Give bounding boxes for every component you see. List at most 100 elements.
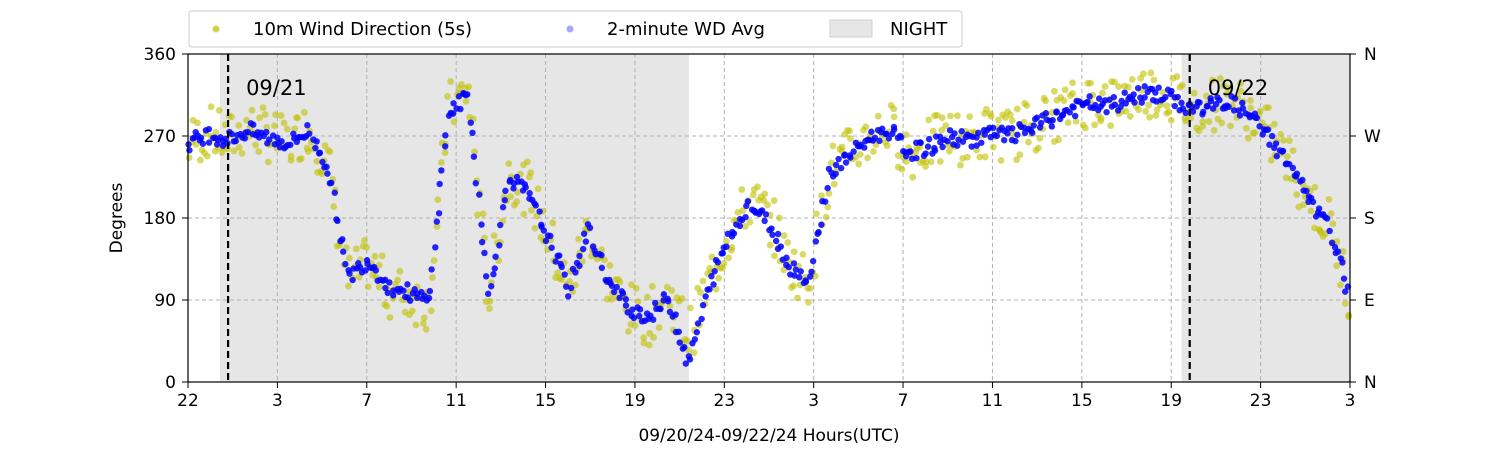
y2-axis: N E S W N [1350,45,1381,393]
wind-direction-5s-point [741,222,749,230]
wind-direction-2min-avg-point [467,119,474,126]
wind-direction-5s-point [864,154,872,162]
wind-direction-5s-point [1115,83,1122,91]
wind-direction-5s-point [1101,83,1109,90]
wind-direction-2min-avg-point [472,180,479,187]
wind-direction-5s-point [352,245,360,253]
wind-direction-2min-avg-point [769,231,776,239]
wind-direction-2min-avg-point [442,143,449,150]
wind-direction-2min-avg-point [691,336,699,343]
wind-direction-2min-avg-point [1239,105,1247,112]
day-marker-label: 09/22 [1208,76,1269,100]
wind-direction-2min-avg-point [455,93,463,100]
wind-direction-2min-avg-point [1323,215,1331,222]
wind-direction-2min-avg-point [1315,205,1323,212]
wind-direction-2min-avg-point [672,311,679,318]
wind-direction-5s-point [203,152,211,160]
wind-direction-2min-avg-point [664,298,672,305]
wind-direction-2min-avg-point [1066,109,1073,116]
y2-tick-label: S [1364,209,1375,229]
wind-direction-2min-avg-point [890,126,898,133]
wind-direction-5s-point [474,211,481,219]
wind-direction-5s-point [650,334,658,341]
wind-direction-5s-point [976,153,984,161]
wind-direction-5s-point [846,135,854,142]
wind-direction-5s-point [221,121,229,129]
wind-direction-2min-avg-point [1009,125,1016,132]
wind-direction-5s-point [776,214,783,222]
wind-direction-5s-point [739,207,747,215]
wind-direction-2min-avg-point [400,287,407,294]
wind-direction-5s-point [1210,126,1218,134]
wind-direction-5s-point [1146,113,1154,121]
wind-direction-2min-avg-point [1334,248,1342,255]
wind-direction-5s-point [625,328,632,335]
x-tick-label: 19 [624,391,646,411]
wind-direction-2min-avg-point [526,190,533,197]
wind-direction-5s-point [902,131,910,139]
wind-direction-2min-avg-point [939,143,946,151]
wind-direction-5s-point [890,105,898,113]
wind-direction-5s-point [668,287,676,294]
wind-direction-5s-point [434,196,442,204]
wind-direction-5s-point [813,210,820,218]
wind-direction-5s-point [430,257,438,264]
wind-direction-5s-point [690,349,698,357]
wind-direction-2min-avg-point [449,110,457,117]
wind-direction-2min-avg-point [681,343,688,351]
wind-direction-2min-avg-point [491,265,498,272]
wind-direction-2min-avg-point [783,254,790,261]
wind-direction-5s-point [643,293,651,301]
wind-direction-5s-point [799,250,807,258]
wind-direction-2min-avg-point [1141,83,1148,90]
wind-direction-5s-point [749,191,757,199]
wind-direction-5s-point [829,142,837,150]
wind-direction-2min-avg-point [241,135,249,142]
wind-direction-2min-avg-point [1138,99,1145,106]
wind-direction-5s-point [345,254,353,262]
wind-direction-2min-avg-point [228,130,236,138]
wind-direction-2min-avg-point [244,128,252,136]
wind-direction-2min-avg-point [837,164,845,172]
wind-direction-5s-point [746,218,754,226]
wind-direction-2min-avg-point [313,138,320,145]
wind-direction-5s-point [720,260,728,267]
wind-direction-5s-point [207,103,215,111]
wind-direction-5s-point [1195,127,1203,135]
wind-direction-2min-avg-point [562,283,570,290]
wind-direction-2min-avg-point [682,360,690,367]
wind-direction-2min-avg-point [1084,98,1091,106]
wind-direction-5s-point [1055,136,1062,144]
wind-direction-5s-point [378,252,386,260]
wind-direction-5s-point [238,149,246,157]
wind-direction-5s-point [764,201,771,209]
wind-direction-5s-point [259,104,267,112]
wind-direction-2min-avg-point [263,128,270,136]
wind-direction-5s-point [601,256,608,264]
wind-direction-5s-point [1307,207,1315,215]
wind-direction-5s-point [981,153,989,161]
wind-direction-5s-point [640,339,648,347]
wind-direction-5s-point [1072,117,1080,125]
wind-direction-5s-point [558,275,566,283]
wind-direction-5s-point [1327,210,1335,218]
wind-direction-2min-avg-point [879,125,886,132]
wind-direction-2min-avg-point [758,207,766,214]
wind-direction-2min-avg-point [340,248,347,255]
wind-direction-2min-avg-point [630,314,638,322]
wind-direction-2min-avg-point [808,268,815,275]
wind-direction-2min-avg-point [339,236,346,243]
wind-direction-5s-point [722,238,730,245]
wind-direction-2min-avg-point [686,356,694,363]
wind-direction-2min-avg-point [797,268,804,275]
y2-tick-label: E [1364,291,1375,311]
wind-direction-2min-avg-point [1103,108,1110,116]
wind-direction-5s-point [1069,90,1076,97]
wind-direction-5s-point [1311,183,1319,191]
wind-direction-2min-avg-point [978,139,985,146]
wind-direction-5s-point [648,283,656,290]
wind-direction-5s-point [925,116,933,124]
wind-direction-2min-avg-point [199,140,207,147]
wind-direction-5s-point [1050,87,1058,95]
wind-direction-5s-point [261,111,269,118]
